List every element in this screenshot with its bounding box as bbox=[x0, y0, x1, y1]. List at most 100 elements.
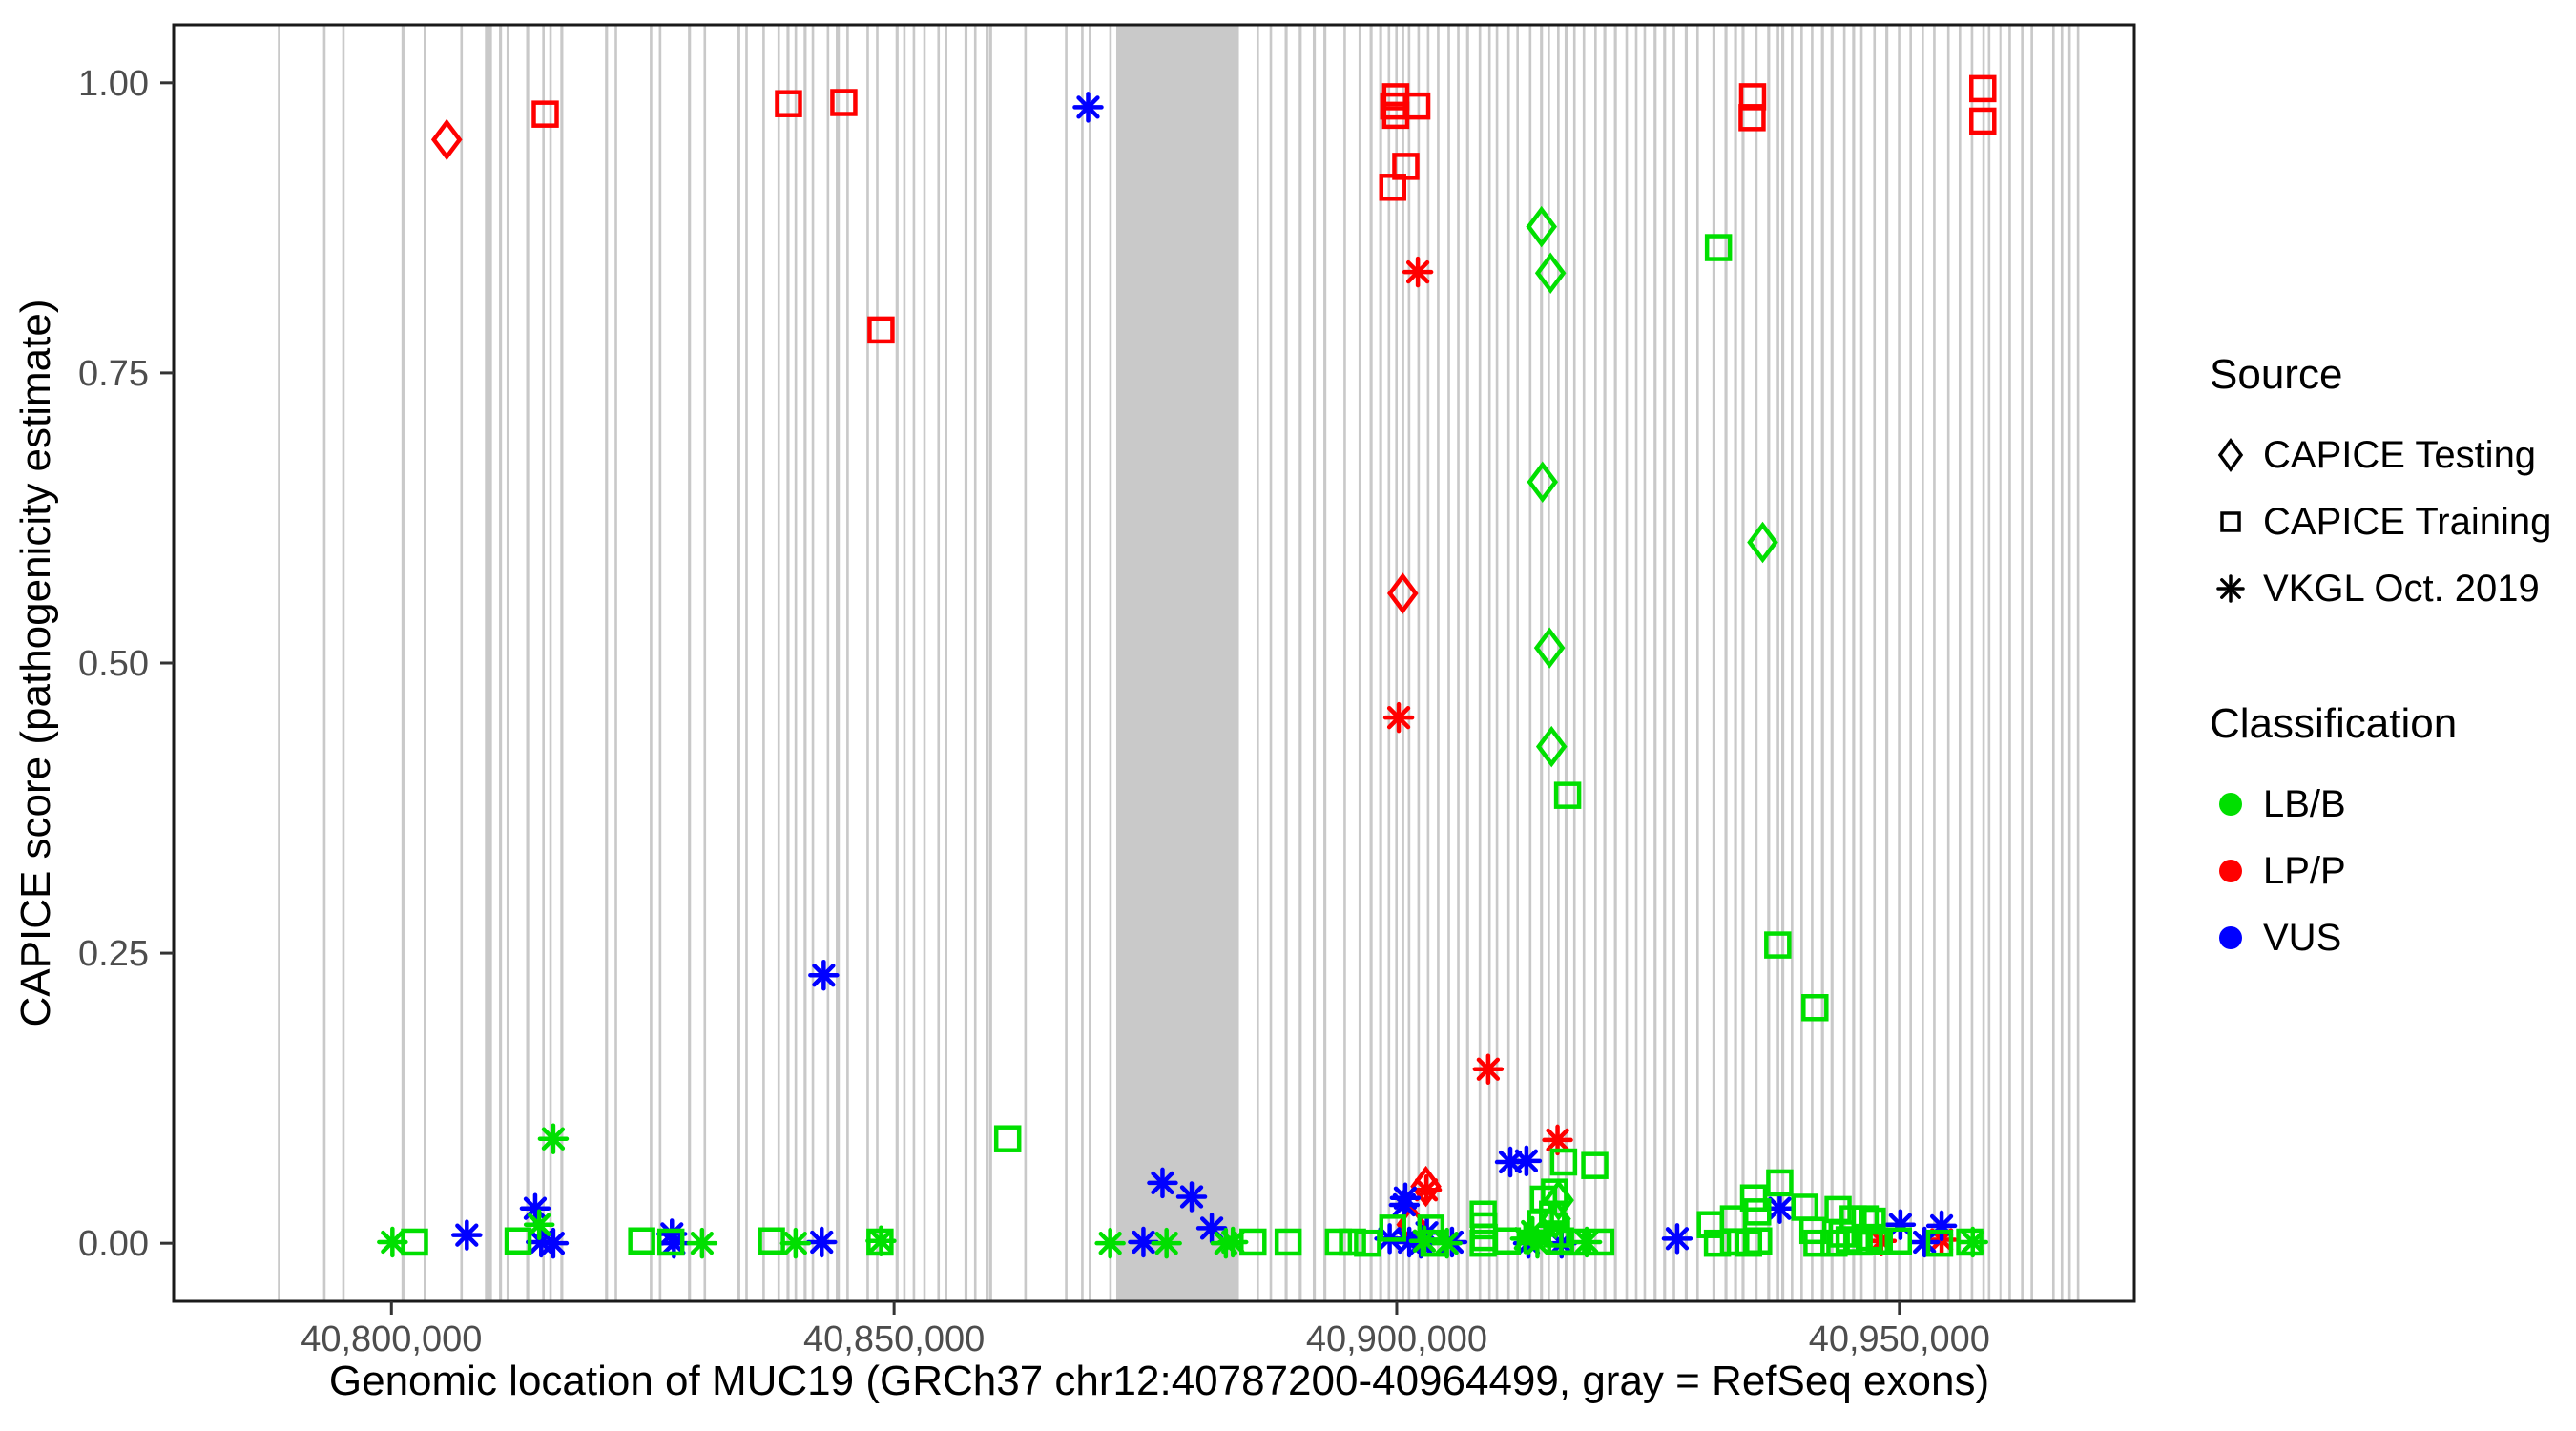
refseq-exon bbox=[342, 26, 345, 1300]
refseq-exon bbox=[1643, 26, 1647, 1300]
refseq-exon bbox=[1506, 26, 1510, 1300]
refseq-exon bbox=[876, 26, 879, 1300]
data-point-square bbox=[867, 316, 895, 344]
data-point-asterisk bbox=[808, 959, 840, 991]
legend-item-lb-b: LB/B bbox=[2210, 771, 2563, 838]
refseq-exon bbox=[499, 26, 503, 1300]
data-point-square bbox=[830, 89, 858, 116]
data-point-square bbox=[1745, 1227, 1773, 1255]
data-point-square bbox=[993, 1125, 1022, 1152]
refseq-exon bbox=[973, 26, 977, 1300]
data-point-square bbox=[1324, 1228, 1353, 1256]
data-point-asterisk bbox=[1570, 1226, 1603, 1258]
refseq-exon bbox=[1387, 26, 1391, 1300]
refseq-exon bbox=[1684, 26, 1689, 1300]
refseq-exon bbox=[1402, 26, 1404, 1300]
data-point-asterisk bbox=[1147, 1167, 1178, 1199]
data-point-asterisk bbox=[451, 1219, 483, 1251]
data-point-square bbox=[1704, 234, 1733, 261]
refseq-exon bbox=[1379, 26, 1382, 1300]
refseq-exon bbox=[1672, 26, 1675, 1300]
diamond-icon bbox=[2217, 438, 2244, 472]
data-point-square bbox=[775, 90, 802, 117]
refseq-exon bbox=[803, 26, 807, 1300]
data-point-square bbox=[1743, 1198, 1772, 1226]
refseq-exon bbox=[460, 26, 464, 1300]
refseq-exon bbox=[1634, 26, 1638, 1300]
refseq-exon bbox=[703, 26, 707, 1300]
refseq-exon bbox=[1343, 26, 1346, 1300]
y-tick-label: 0.75 bbox=[78, 354, 149, 394]
data-point-diamond bbox=[1535, 725, 1568, 768]
refseq-exon bbox=[923, 26, 926, 1300]
refseq-exon bbox=[485, 26, 492, 1300]
data-point-square bbox=[758, 1227, 785, 1255]
refseq-exon bbox=[1516, 26, 1519, 1300]
axes: 40,800,000 40,850,000 40,900,000 40,950,000… bbox=[78, 23, 2136, 1359]
refseq-exon bbox=[688, 26, 692, 1300]
refseq-exon bbox=[1603, 26, 1607, 1300]
refseq-exon bbox=[2008, 26, 2011, 1300]
data-point-square bbox=[1549, 1148, 1578, 1176]
data-point-square bbox=[1738, 104, 1766, 132]
x-tick-label: 40,950,000 bbox=[1809, 1319, 1990, 1359]
refseq-exon bbox=[945, 26, 947, 1300]
refseq-exon bbox=[1982, 26, 1985, 1300]
data-point-square bbox=[1379, 1214, 1407, 1242]
refseq-exon bbox=[658, 26, 662, 1300]
data-point-asterisk bbox=[1094, 1227, 1126, 1259]
refseq-exon bbox=[1024, 26, 1028, 1300]
data-point-asterisk bbox=[523, 1209, 555, 1240]
refseq-exon bbox=[1800, 26, 1803, 1300]
data-point-square bbox=[531, 100, 559, 128]
square-icon bbox=[2220, 511, 2241, 532]
dot-icon bbox=[2219, 793, 2242, 816]
refseq-exon bbox=[1564, 26, 1568, 1300]
refseq-exon bbox=[1781, 26, 1785, 1300]
data-point-square bbox=[1925, 1229, 1954, 1257]
refseq-exon bbox=[777, 26, 780, 1300]
refseq-exon bbox=[836, 26, 841, 1300]
refseq-exon bbox=[745, 26, 748, 1300]
refseq-exon bbox=[1734, 26, 1737, 1300]
legend-item-lp-p: LP/P bbox=[2210, 838, 2563, 904]
refseq-exon bbox=[1256, 26, 1259, 1300]
refseq-exon bbox=[1081, 26, 1084, 1300]
refseq-exon bbox=[1873, 26, 1877, 1300]
refseq-exon bbox=[1653, 26, 1657, 1300]
refseq-exon bbox=[549, 26, 552, 1300]
legend-classification-title: Classification bbox=[2210, 700, 2458, 747]
data-point-asterisk bbox=[1151, 1227, 1182, 1259]
refseq-exon bbox=[737, 26, 740, 1300]
refseq-exon bbox=[1946, 26, 1950, 1300]
refseq-exon bbox=[1089, 26, 1091, 1300]
refseq-exon bbox=[1447, 26, 1450, 1300]
refseq-exon bbox=[1582, 26, 1586, 1300]
data-point-square bbox=[1766, 1169, 1794, 1197]
refseq-exon bbox=[846, 26, 849, 1300]
refseq-exon bbox=[895, 26, 899, 1300]
refseq-exon bbox=[1312, 26, 1317, 1300]
refseq-exon bbox=[322, 26, 326, 1300]
data-point-asterisk bbox=[806, 1226, 838, 1258]
refseq-exon bbox=[1594, 26, 1597, 1300]
refseq-exon bbox=[1970, 26, 1974, 1300]
data-point-diamond bbox=[430, 118, 463, 161]
refseq-exon bbox=[423, 26, 426, 1300]
refseq-exon bbox=[1958, 26, 1962, 1300]
data-points bbox=[377, 74, 1997, 1259]
legend-item-label: VKGL Oct. 2019 bbox=[2263, 567, 2540, 610]
refseq-exon bbox=[1572, 26, 1576, 1300]
refseq-exon bbox=[1269, 26, 1273, 1300]
dot-icon bbox=[2219, 860, 2242, 882]
data-point-asterisk bbox=[1402, 256, 1434, 288]
refseq-exon bbox=[1457, 26, 1460, 1300]
refseq-exon bbox=[1859, 26, 1863, 1300]
data-point-asterisk bbox=[1431, 1227, 1463, 1259]
data-point-square bbox=[1354, 1229, 1381, 1257]
refseq-exon bbox=[786, 26, 790, 1300]
data-point-square bbox=[1703, 1229, 1732, 1257]
data-point-asterisk bbox=[1175, 1181, 1208, 1213]
